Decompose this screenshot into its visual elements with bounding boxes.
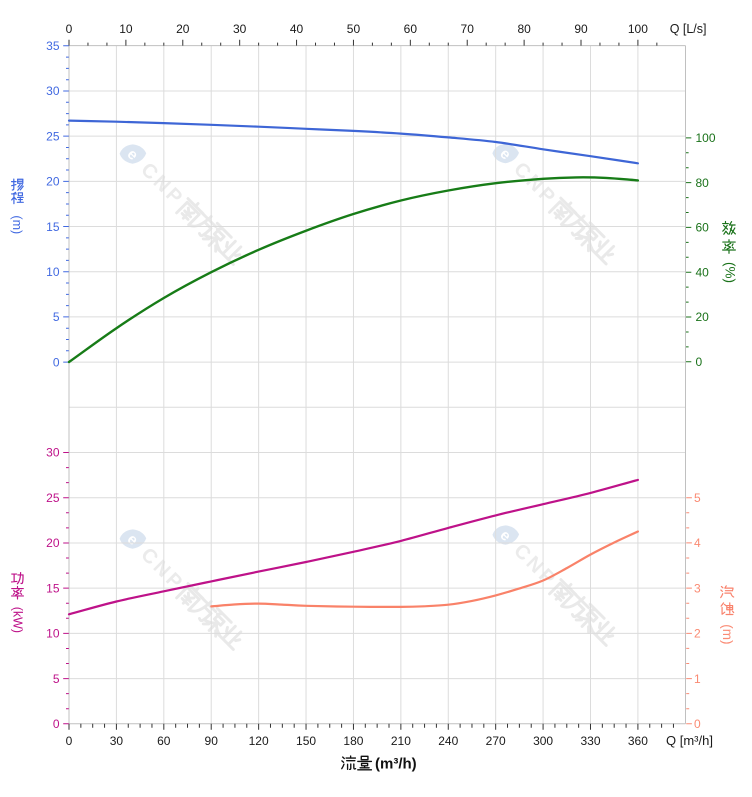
svg-text:300: 300 — [533, 734, 553, 748]
svg-text:270: 270 — [486, 734, 506, 748]
svg-text:5: 5 — [53, 672, 60, 686]
svg-text:120: 120 — [249, 734, 269, 748]
svg-text:360: 360 — [628, 734, 648, 748]
svg-text:70: 70 — [461, 22, 475, 36]
svg-text:1: 1 — [694, 672, 701, 686]
svg-text:25: 25 — [46, 129, 60, 143]
svg-text:80: 80 — [517, 22, 531, 36]
svg-text:80: 80 — [696, 176, 710, 190]
svg-text:5: 5 — [694, 491, 701, 505]
svg-text:0: 0 — [53, 355, 60, 369]
svg-text:(m³/h): (m³/h) — [375, 756, 417, 773]
svg-text:50: 50 — [347, 22, 361, 36]
svg-text:30: 30 — [46, 84, 60, 98]
svg-text:90: 90 — [205, 734, 219, 748]
svg-text:0: 0 — [53, 717, 60, 731]
svg-text:210: 210 — [391, 734, 411, 748]
svg-text:0: 0 — [66, 22, 73, 36]
svg-text:60: 60 — [157, 734, 171, 748]
svg-text:(m): (m) — [10, 215, 24, 234]
svg-text:30: 30 — [46, 446, 60, 460]
svg-text:0: 0 — [694, 717, 701, 731]
svg-text:10: 10 — [46, 627, 60, 641]
svg-text:20: 20 — [176, 22, 190, 36]
svg-text:40: 40 — [696, 265, 710, 279]
svg-text:0: 0 — [66, 734, 73, 748]
svg-text:(kW): (kW) — [10, 607, 24, 633]
svg-text:90: 90 — [574, 22, 588, 36]
svg-text:20: 20 — [696, 310, 710, 324]
svg-text:30: 30 — [110, 734, 124, 748]
svg-text:20: 20 — [46, 175, 60, 189]
svg-text:20: 20 — [46, 536, 60, 550]
svg-text:15: 15 — [46, 220, 60, 234]
svg-text:100: 100 — [696, 131, 716, 145]
svg-text:180: 180 — [343, 734, 363, 748]
svg-text:10: 10 — [119, 22, 133, 36]
svg-text:30: 30 — [233, 22, 247, 36]
svg-text:150: 150 — [296, 734, 316, 748]
svg-text:Q [m³/h]: Q [m³/h] — [666, 733, 713, 748]
svg-text:100: 100 — [628, 22, 648, 36]
svg-text:240: 240 — [438, 734, 458, 748]
svg-text:60: 60 — [696, 221, 710, 235]
svg-text:4: 4 — [694, 536, 701, 550]
svg-text:35: 35 — [46, 39, 60, 53]
svg-text:(m): (m) — [720, 624, 735, 644]
svg-text:330: 330 — [580, 734, 600, 748]
svg-text:Q [L/s]: Q [L/s] — [670, 22, 707, 36]
svg-text:15: 15 — [46, 581, 60, 595]
svg-text:0: 0 — [696, 355, 703, 369]
svg-text:60: 60 — [404, 22, 418, 36]
svg-text:3: 3 — [694, 581, 701, 595]
svg-text:5: 5 — [53, 310, 60, 324]
svg-text:2: 2 — [694, 627, 701, 641]
svg-text:40: 40 — [290, 22, 304, 36]
svg-text:10: 10 — [46, 265, 60, 279]
svg-text:(%): (%) — [722, 262, 737, 283]
svg-text:25: 25 — [46, 491, 60, 505]
